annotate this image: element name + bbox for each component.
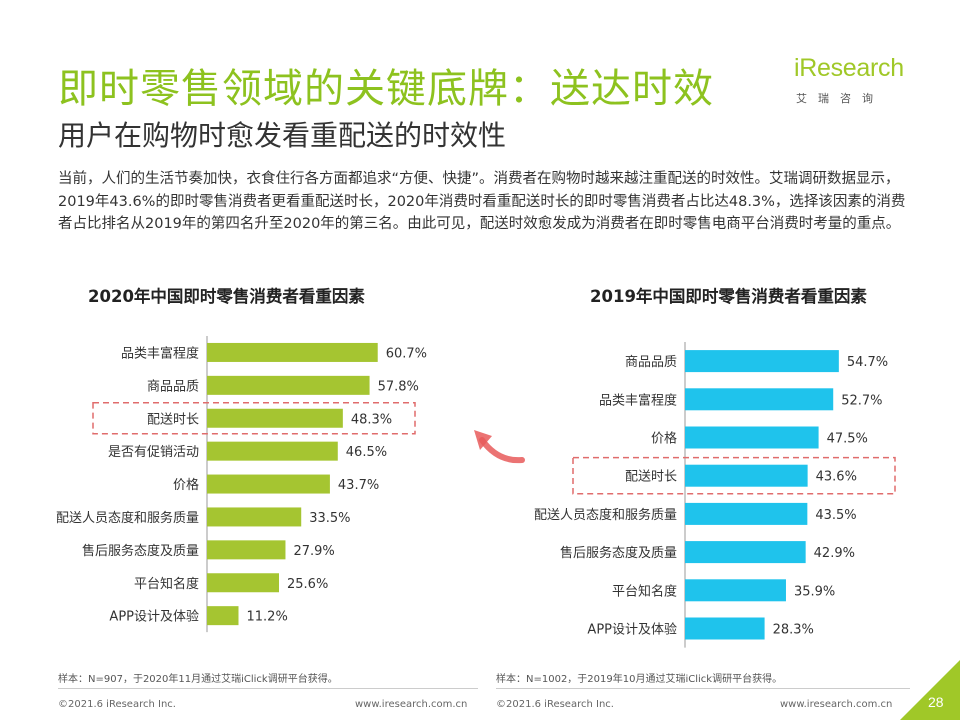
chart2020-bar-item-4 <box>207 441 338 461</box>
chart2020-bar-item-3 <box>207 408 343 428</box>
chart2019-category-label: 商品品质 <box>625 355 677 370</box>
chart2020-value-label: 57.8% <box>378 379 419 394</box>
chart2020-bar-item-9 <box>207 606 239 626</box>
sample-note-2019: 样本：N=1002，于2019年10月通过艾瑞iClick调研平台获得。 <box>496 674 783 685</box>
chart2019-value-label: 42.9% <box>814 546 855 561</box>
footer-divider-right <box>496 688 910 689</box>
chart2020-value-label: 48.3% <box>351 412 392 427</box>
chart2019-value-label: 35.9% <box>794 584 835 599</box>
logo-subtext: 艾瑞咨询 <box>796 92 884 105</box>
bar-chart-2019: 商品品质 54.7% 品类丰富程度 52.7% 价格 47.5% 配送时长 43.6% 配送人员… <box>534 342 896 648</box>
chart2020-value-label: 25.6% <box>287 577 328 592</box>
sample-note-2020: 样本：N=907，于2020年11月通过艾瑞iClick调研平台获得。 <box>58 674 338 685</box>
chart2019-category-label: 品类丰富程度 <box>599 392 677 408</box>
comparison-arrow-head <box>474 430 492 450</box>
chart2019-value-label: 43.6% <box>816 470 857 485</box>
chart2019-value-label: 52.7% <box>841 393 882 408</box>
chart2019-bar-item-3 <box>685 426 819 449</box>
chart2019-category-label: 配送时长 <box>625 470 677 485</box>
page-number: 28 <box>928 694 944 710</box>
chart2020-category-label: 是否有促销活动 <box>108 445 199 460</box>
chart2020-bar-item-8 <box>207 573 279 593</box>
comparison-arrow <box>479 437 525 464</box>
chart-title-2019: 2019年中国即时零售消费者看重因素 <box>590 287 867 306</box>
chart2019-highlight-box <box>572 456 896 495</box>
chart2020-highlight-box <box>92 402 416 435</box>
footer-divider-left <box>58 688 478 689</box>
chart-title-2020: 2020年中国即时零售消费者看重因素 <box>88 287 365 306</box>
chart2020-value-label: 11.2% <box>247 610 288 625</box>
footer-copyright-right: ©2021.6 iResearch Inc. <box>496 699 614 710</box>
chart2020-value-label: 46.5% <box>346 445 387 460</box>
chart2020-value-label: 60.7% <box>386 346 427 361</box>
chart2019-value-label: 28.3% <box>773 623 814 638</box>
chart2019-category-label: 平台知名度 <box>612 583 677 599</box>
chart2019-value-label: 43.5% <box>815 508 856 523</box>
chart2019-category-label: 售后服务态度及质量 <box>560 545 677 561</box>
chart2020-category-label: 配送人员态度和服务质量 <box>56 510 199 526</box>
chart2020-category-label: 品类丰富程度 <box>121 345 199 361</box>
footer-url-right: www.iresearch.com.cn <box>780 699 893 710</box>
chart2020-category-label: 售后服务态度及质量 <box>82 543 199 559</box>
chart2020-value-label: 43.7% <box>338 478 379 493</box>
bar-chart-2020: 品类丰富程度 60.7% 商品品质 57.8% 配送时长 48.3% 是否有促销活动 46.5… <box>56 336 427 633</box>
chart2020-category-label: APP设计及体验 <box>109 609 199 625</box>
chart2020-value-label: 33.5% <box>309 511 350 526</box>
page-title: 即时零售领域的关键底牌：送达时效 <box>58 66 714 112</box>
iresearch-logo: iResearch 艾瑞咨询 <box>790 52 915 112</box>
chart2019-bar-item-6 <box>685 541 806 564</box>
chart2019-bar-item-8 <box>685 617 765 640</box>
chart2020-category-label: 平台知名度 <box>134 576 199 592</box>
chart2019-value-label: 54.7% <box>847 355 888 370</box>
chart2019-value-label: 47.5% <box>827 432 868 447</box>
chart2019-bar-item-4 <box>685 464 808 487</box>
chart2020-category-label: 价格 <box>173 477 199 493</box>
chart2020-bar-item-2 <box>207 375 370 395</box>
chart2019-category-label: 价格 <box>651 431 677 447</box>
chart2019-bar-item-1 <box>685 350 839 373</box>
chart2020-value-label: 27.9% <box>293 544 334 559</box>
footer-url-left: www.iresearch.com.cn <box>355 699 468 710</box>
footer-copyright-left: ©2021.6 iResearch Inc. <box>58 699 176 710</box>
chart2019-category-label: APP设计及体验 <box>587 622 677 638</box>
intro-paragraph: 当前，人们的生活节奏加快，衣食住行各方面都追求“方便、快捷”。消费者在购物时越来… <box>58 171 906 232</box>
chart2020-category-label: 商品品质 <box>147 379 199 394</box>
chart2019-bar-item-7 <box>685 579 786 602</box>
page-subtitle: 用户在购物时愈发看重配送的时效性 <box>58 119 507 152</box>
chart2019-bar-item-2 <box>685 388 834 411</box>
chart2020-bar-item-1 <box>207 342 378 362</box>
logo-wordmark: iResearch <box>794 54 904 82</box>
chart2019-category-label: 配送人员态度和服务质量 <box>534 507 677 523</box>
chart2019-bar-item-5 <box>685 502 808 525</box>
chart2020-bar-item-6 <box>207 507 302 527</box>
chart2020-category-label: 配送时长 <box>147 412 199 427</box>
chart2020-bar-item-7 <box>207 540 286 560</box>
chart2020-bar-item-5 <box>207 474 330 494</box>
